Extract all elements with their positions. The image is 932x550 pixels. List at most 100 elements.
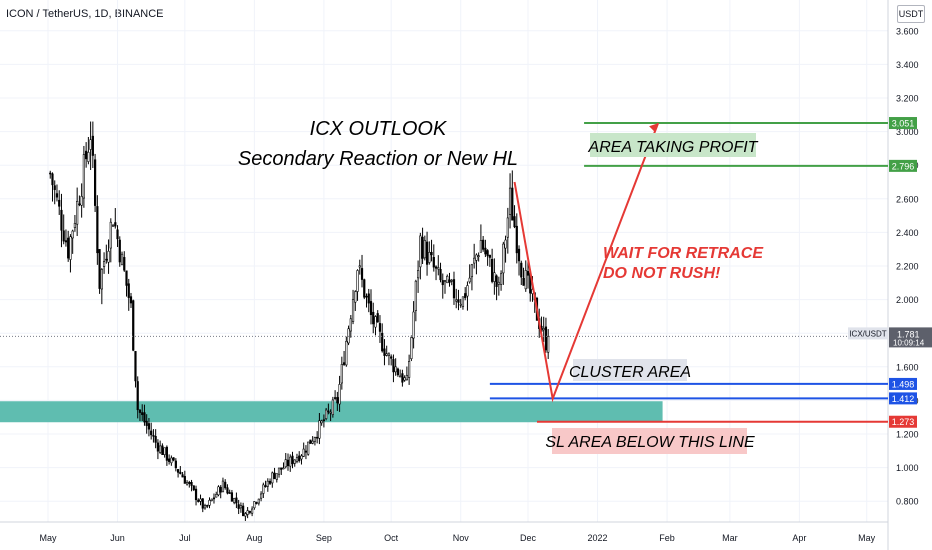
candle-up — [374, 316, 377, 328]
candle-down — [544, 326, 548, 351]
candle-down — [491, 258, 494, 282]
candle-up — [80, 196, 83, 206]
candle-down — [165, 446, 168, 461]
candle-up — [356, 270, 359, 292]
candle-down — [154, 436, 157, 443]
candle-down — [228, 492, 231, 494]
candle-down — [49, 172, 52, 175]
x-tick-label: Jul — [179, 533, 191, 543]
cluster-top-badge — [889, 377, 917, 390]
candle-down — [280, 467, 283, 470]
candle-down — [194, 488, 198, 501]
candle-up — [349, 318, 352, 332]
candle-up — [289, 456, 292, 467]
candle-down — [434, 266, 438, 269]
candle-down — [116, 229, 119, 240]
candle-down — [118, 239, 121, 263]
candle-down — [264, 485, 267, 487]
candle-up — [345, 341, 348, 366]
candle-up — [266, 480, 269, 487]
candle-up — [358, 265, 361, 268]
wait-label-line2: DO NOT RUSH! — [603, 265, 721, 282]
candle-up — [408, 361, 411, 378]
candle-up — [185, 482, 189, 485]
symbol-tag — [848, 327, 888, 340]
candle-down — [482, 239, 485, 250]
candle-down — [372, 311, 375, 325]
candle-down — [85, 150, 88, 160]
candle-down — [226, 487, 229, 494]
candle-down — [105, 258, 108, 261]
candle-up — [215, 494, 218, 498]
candle-down — [309, 439, 312, 444]
countdown-label: 10:09:14 — [893, 338, 925, 347]
candle-up — [89, 139, 92, 150]
candle-up — [284, 459, 287, 468]
projection-arrowhead — [649, 123, 659, 133]
candle-down — [448, 279, 451, 283]
candle-up — [259, 493, 263, 499]
candle-up — [71, 230, 74, 239]
candle-down — [94, 159, 97, 206]
candle-down — [78, 203, 81, 206]
x-tick-label: Apr — [792, 533, 806, 543]
candle-down — [322, 419, 325, 422]
take-profit-bottom-badge — [889, 159, 917, 172]
candle-down — [520, 262, 523, 278]
stop-loss-label: SL AREA BELOW THIS LINE — [545, 434, 755, 451]
candle-up — [163, 447, 166, 455]
candle-down — [421, 236, 424, 259]
candle-down — [365, 295, 368, 298]
candle-up — [502, 243, 505, 274]
candle-up — [300, 455, 303, 460]
candle-down — [161, 445, 164, 455]
candle-down — [224, 481, 227, 489]
x-tick-label: May — [858, 533, 876, 543]
candle-up — [470, 264, 474, 278]
candle-up — [477, 255, 480, 257]
y-tick-label: 2.400 — [896, 228, 919, 238]
candle-up — [437, 267, 440, 270]
candle-down — [286, 459, 290, 467]
candle-up — [387, 353, 391, 356]
y-tick-label: 2.000 — [896, 295, 919, 305]
candle-down — [201, 498, 204, 509]
candle-down — [62, 230, 65, 242]
candle-up — [293, 459, 296, 464]
currency-button[interactable]: USDT — [897, 5, 925, 23]
x-tick-label: May — [39, 533, 57, 543]
x-tick-label: Mar — [722, 533, 738, 543]
candle-up — [414, 280, 417, 311]
candle-down — [511, 187, 514, 221]
candle-down — [363, 279, 366, 298]
candle-down — [242, 505, 245, 517]
candle-up — [120, 253, 124, 266]
candle-down — [432, 257, 435, 268]
candle-down — [212, 497, 216, 500]
candle-up — [468, 277, 471, 283]
candle-up — [479, 240, 482, 253]
y-tick-label: 1.200 — [896, 430, 919, 440]
candle-up — [443, 280, 447, 282]
candle-down — [517, 248, 521, 262]
candle-up — [170, 457, 173, 464]
take-profit-label: AREA TAKING PROFIT — [588, 139, 759, 156]
candle-down — [396, 368, 400, 376]
current-price-badge — [889, 327, 932, 348]
candle-up — [466, 285, 469, 297]
candle-up — [203, 505, 207, 509]
candle-down — [291, 455, 294, 465]
candle-up — [73, 222, 77, 228]
candle-up — [450, 280, 453, 282]
candle-down — [174, 460, 177, 469]
candle-down — [53, 185, 56, 191]
candle-up — [111, 225, 115, 227]
candle-up — [542, 328, 545, 331]
candle-down — [383, 348, 386, 356]
candle-down — [179, 471, 182, 474]
candle-down — [255, 502, 258, 504]
candle-up — [354, 291, 357, 303]
candle-up — [302, 448, 305, 457]
candle-up — [506, 217, 509, 238]
x-tick-label: Jun — [110, 533, 125, 543]
